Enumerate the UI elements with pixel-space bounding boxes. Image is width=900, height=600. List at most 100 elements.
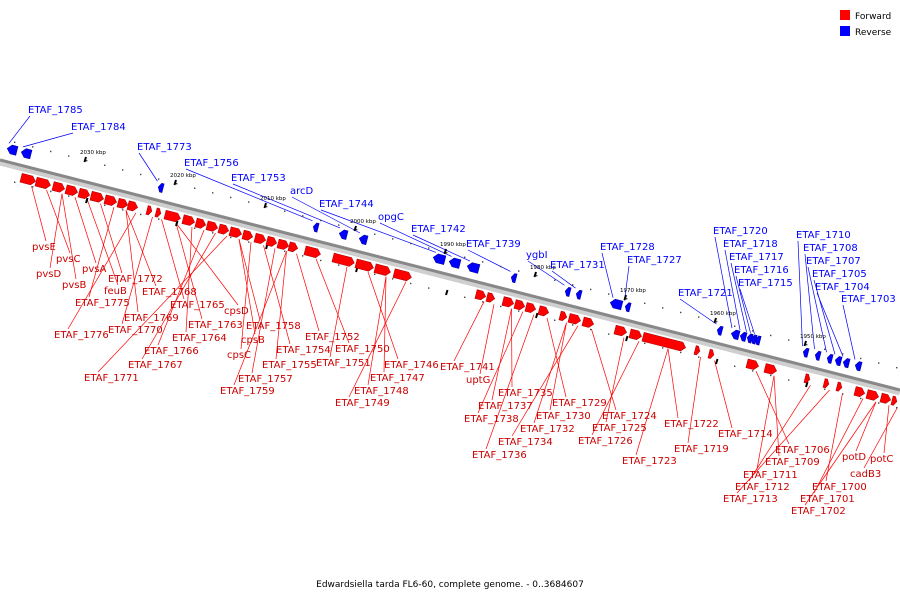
forward-leader-line bbox=[348, 281, 407, 398]
reverse-gene-arrow bbox=[826, 353, 834, 364]
reverse-gene-arrow-shape bbox=[802, 347, 810, 358]
forward-gene-arrow-shape bbox=[745, 358, 759, 370]
reverse-gene-label: ETAF_1756 bbox=[184, 158, 239, 169]
forward-gene-arrow bbox=[194, 217, 207, 229]
forward-gene-label: ETAF_1726 bbox=[578, 436, 633, 447]
forward-gene-arrow bbox=[567, 313, 581, 325]
reverse-gene-label: ETAF_1727 bbox=[627, 255, 682, 266]
minor-tick-dot bbox=[554, 319, 556, 321]
reverse-genes bbox=[6, 144, 863, 372]
reverse-gene-arrow bbox=[802, 347, 810, 358]
forward-gene-arrow-shape bbox=[34, 176, 51, 189]
forward-gene-arrow bbox=[77, 187, 91, 199]
reverse-gene-arrow-shape bbox=[575, 289, 583, 300]
forward-gene-label: ETAF_1702 bbox=[791, 506, 846, 517]
reverse-gene-arrow bbox=[834, 356, 843, 367]
reverse-leader-line bbox=[8, 115, 31, 144]
forward-gene-label: ETAF_1772 bbox=[108, 274, 163, 285]
minor-tick-dot bbox=[446, 251, 448, 254]
forward-gene-label: cpsB bbox=[241, 335, 265, 346]
legend-reverse-swatch bbox=[840, 26, 850, 36]
forward-leader-line bbox=[863, 407, 898, 469]
forward-gene-label: feuB bbox=[104, 286, 127, 297]
forward-gene-label: ETAF_1771 bbox=[84, 373, 139, 384]
forward-gene-arrow-shape bbox=[581, 316, 595, 328]
forward-leader-line bbox=[296, 253, 320, 332]
forward-gene-label: ETAF_1769 bbox=[124, 313, 179, 324]
reverse-gene-arrow-shape bbox=[834, 356, 843, 367]
forward-gene-arrow bbox=[276, 238, 290, 250]
minor-tick-dot bbox=[104, 164, 106, 166]
reverse-leader-line bbox=[527, 260, 565, 286]
forward-gene-arrow bbox=[501, 296, 515, 308]
forward-gene-arrow-shape bbox=[567, 313, 581, 325]
reverse-gene-arrow-shape bbox=[842, 358, 851, 369]
major-tick-bottom bbox=[85, 197, 89, 204]
forward-gene-arrow-shape bbox=[241, 229, 254, 241]
reverse-gene-arrow bbox=[432, 253, 447, 265]
major-tick-bottom bbox=[805, 381, 809, 388]
reverse-gene-label: ETAF_1704 bbox=[815, 282, 870, 293]
forward-leader-line bbox=[883, 405, 890, 454]
forward-gene-arrow bbox=[558, 310, 568, 322]
minor-tick-dot bbox=[554, 279, 556, 281]
minor-tick-dot bbox=[86, 159, 88, 162]
reverse-gene-arrow bbox=[510, 273, 518, 284]
forward-gene-label: ETAF_1765 bbox=[170, 300, 225, 311]
minor-tick-dot bbox=[338, 224, 340, 226]
minor-tick-dot bbox=[860, 397, 862, 400]
forward-gene-label: pvsC bbox=[56, 254, 80, 265]
minor-tick-dot bbox=[320, 259, 322, 262]
forward-leader-line bbox=[315, 258, 350, 344]
forward-leader-line bbox=[125, 210, 139, 313]
forward-gene-arrow-shape bbox=[373, 263, 391, 276]
minor-tick-dot bbox=[644, 302, 646, 304]
forward-gene-label: uptG bbox=[466, 375, 490, 386]
forward-gene-label: ETAF_1722 bbox=[664, 419, 719, 430]
forward-leader-line bbox=[549, 322, 567, 411]
forward-gene-label: ETAF_1766 bbox=[144, 346, 199, 357]
minor-tick-dot bbox=[158, 218, 160, 220]
reverse-gene-label: ETAF_1742 bbox=[411, 224, 466, 235]
minor-tick-dot bbox=[410, 242, 412, 245]
forward-gene-arrow-shape bbox=[276, 238, 290, 250]
forward-gene-label: ETAF_1751 bbox=[316, 358, 371, 369]
forward-gene-arrow bbox=[163, 209, 181, 223]
legend-reverse-label: Reverse bbox=[855, 28, 892, 38]
reverse-gene-label: ETAF_1710 bbox=[796, 230, 851, 241]
minor-tick-dot bbox=[842, 393, 844, 395]
forward-gene-arrow-shape bbox=[474, 289, 487, 301]
forward-gene-arrow bbox=[181, 214, 195, 226]
forward-gene-arrow bbox=[581, 316, 595, 328]
forward-leader-line bbox=[635, 348, 669, 456]
reverse-leader-line bbox=[232, 183, 341, 229]
reverse-gene-arrow-shape bbox=[754, 335, 762, 346]
major-tick-top bbox=[533, 271, 537, 278]
forward-leader-line bbox=[804, 401, 877, 506]
major-tick-top bbox=[443, 248, 447, 255]
tick-label: 1970 kbp bbox=[620, 288, 646, 294]
minor-tick-dot bbox=[482, 261, 484, 263]
minor-tick-dot bbox=[698, 316, 700, 318]
forward-gene-arrow bbox=[253, 232, 267, 244]
major-tick-top bbox=[713, 317, 717, 324]
minor-tick-dot bbox=[410, 282, 412, 285]
forward-leader-line bbox=[491, 308, 512, 401]
forward-gene-arrow bbox=[693, 345, 701, 356]
reverse-gene-label: ETAF_1739 bbox=[466, 239, 521, 250]
minor-tick-dot bbox=[770, 374, 772, 377]
minor-tick-dot bbox=[788, 379, 790, 381]
forward-gene-label: cpsC bbox=[227, 350, 251, 361]
forward-gene-label: cadB3 bbox=[850, 469, 881, 480]
major-tick-bottom bbox=[715, 358, 719, 365]
reverse-gene-arrow-shape bbox=[624, 302, 632, 313]
forward-gene-label: ETAF_1713 bbox=[723, 494, 778, 505]
minor-tick-dot bbox=[626, 297, 628, 300]
reverse-gene-arrow-shape bbox=[854, 361, 863, 372]
reverse-gene-arrow-shape bbox=[6, 144, 19, 156]
minor-tick-dot bbox=[32, 186, 34, 188]
reverse-leader-line bbox=[467, 249, 511, 272]
minor-tick-dot bbox=[734, 325, 736, 327]
forward-gene-label: ETAF_1729 bbox=[552, 398, 607, 409]
